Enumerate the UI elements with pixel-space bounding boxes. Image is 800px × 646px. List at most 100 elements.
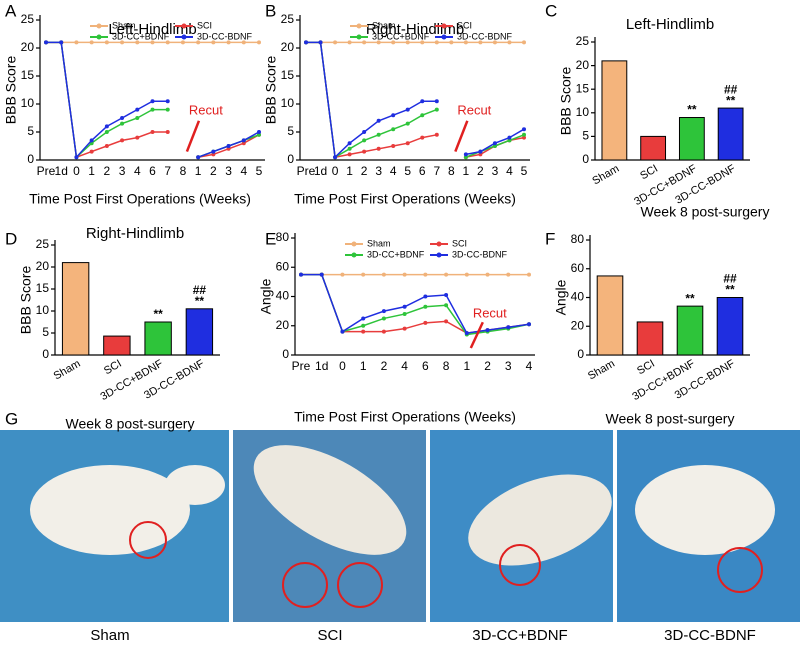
significance-mark: ## [193,283,207,297]
rat [253,445,407,555]
legend-marker [96,34,102,40]
x-tick-label: 5 [404,164,411,178]
data-point [226,40,231,45]
legend-label: 3D-CC+BDNF [367,249,425,259]
x-tick-label: 6 [419,164,426,178]
x-tick-label: 2 [484,359,491,373]
significance-mark: ** [685,291,695,305]
y-tick-label: 60 [276,259,290,273]
annotation: Recut [457,102,491,117]
y-tick-label: 5 [582,129,589,143]
legend-label: 3D-CC-BDNF [457,31,513,41]
data-point [420,113,425,118]
legend-label: 3D-CC-BDNF [197,31,253,41]
data-point [361,316,366,321]
bar [144,321,172,356]
x-tick-label: 4 [401,359,408,373]
data-point [257,132,261,137]
data-point [402,312,407,317]
x-tick-label: 5 [256,164,263,178]
legend-marker [181,23,187,29]
y-axis-label: Angle [258,278,274,314]
y-tick-label: 0 [577,347,584,361]
panel-letter: C [545,1,557,20]
data-point [478,149,483,154]
bar [716,297,744,356]
x-tick-label: SCI [102,358,124,378]
rat [468,474,612,566]
data-point [381,316,386,321]
data-point [485,328,490,333]
highlight-circle [129,521,167,559]
data-point [120,116,125,120]
legend-marker [181,34,187,40]
series-line [301,273,530,334]
bar [601,60,628,161]
x-tick-label: 8 [180,164,187,178]
legend-label: Sham [372,20,396,30]
data-point [120,121,125,126]
data-point [507,135,512,140]
y-tick-label: 5 [287,124,294,138]
y-tick-label: 80 [571,232,585,246]
data-point [318,40,323,45]
data-point [463,155,468,160]
annotation: Recut [473,305,507,320]
y-tick-label: 20 [276,318,290,332]
data-point [444,303,449,308]
x-tick-label: 6 [422,359,429,373]
data-point [464,272,469,277]
bar [717,107,744,161]
data-point [420,135,425,140]
panel-letter: D [5,229,17,248]
data-point [257,130,261,134]
data-point [74,155,79,160]
data-point [135,40,140,45]
x-tick-label: Sham [590,163,621,188]
data-point [376,146,381,151]
x-tick-label: Pre [37,164,56,178]
data-point [423,294,428,299]
data-point [241,141,246,146]
data-point [211,40,216,45]
y-tick-label: 25 [21,12,35,26]
x-tick-label: 3 [225,164,232,178]
data-point [304,40,308,45]
chart-title: Left-Hindlimb [108,21,196,38]
legend-marker [96,23,102,29]
data-point [492,141,497,146]
data-point [347,146,352,151]
significance-mark: ** [726,93,736,107]
data-point [485,272,490,277]
data-point [340,272,345,277]
x-tick-label: 3 [119,164,126,178]
x-tick-label: 7 [433,164,440,178]
data-point [226,146,231,151]
data-point [434,40,439,45]
legend-marker [441,23,447,29]
data-point [391,40,396,45]
x-tick-label: 1 [360,359,367,373]
x-axis-label: Time Post First Operations (Weeks) [29,191,251,207]
x-axis-label: Week 8 post-surgery [66,416,195,432]
data-point [464,331,469,336]
data-point [333,40,338,45]
annotation-arrow [185,120,201,153]
highlight-circle [337,562,383,608]
legend-marker [436,241,442,247]
x-tick-label: 5 [521,164,528,178]
annotation-arrow [469,321,484,349]
y-tick-label: 15 [281,68,295,82]
legend-label: SCI [457,20,472,30]
data-point [434,99,439,104]
data-point [444,293,449,298]
x-tick-label: 1 [88,164,95,178]
x-axis-label: Week 8 post-surgery [641,204,770,220]
data-point [361,323,366,328]
data-point [104,40,109,45]
data-point [104,130,109,134]
x-tick-label: 7 [164,164,171,178]
x-tick-label: 4 [526,359,533,373]
x-tick-label: 6 [149,164,156,178]
